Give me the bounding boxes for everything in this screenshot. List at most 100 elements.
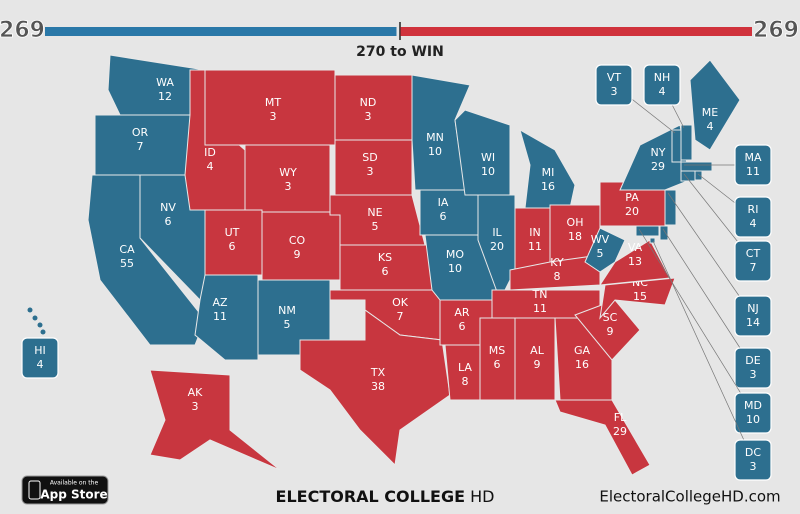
callout-box — [734, 144, 772, 186]
state-abbr: NV — [160, 201, 176, 214]
state-votes: 3 — [365, 110, 372, 123]
badge-icon — [28, 480, 41, 500]
badge-big: App Store — [40, 488, 107, 502]
state-votes: 38 — [371, 380, 385, 393]
state-votes: 9 — [607, 325, 614, 338]
state: WV5 — [584, 227, 626, 273]
callout-box — [734, 196, 772, 238]
state-votes: 16 — [575, 358, 589, 371]
state-shape — [680, 124, 693, 161]
state-votes: 10 — [746, 413, 760, 426]
state: ND3 — [334, 74, 413, 141]
state-votes: 10 — [448, 262, 462, 275]
state: NM5 — [257, 279, 331, 356]
callout-box — [21, 337, 59, 379]
state-abbr: WV — [591, 233, 610, 246]
state: IA6 — [419, 189, 479, 236]
state-votes: 3 — [611, 85, 618, 98]
state-abbr: DE — [745, 354, 760, 367]
state-abbr: WA — [156, 76, 174, 89]
state-abbr: OK — [392, 296, 409, 309]
state-votes: 29 — [651, 160, 665, 173]
state-abbr: PA — [625, 191, 639, 204]
state-shape — [554, 399, 651, 476]
callout-box — [643, 64, 681, 106]
state-abbr: MA — [744, 151, 761, 164]
title-suffix: HD — [470, 487, 494, 506]
state-votes: 11 — [213, 310, 227, 323]
callout-box — [734, 439, 772, 481]
state-shape — [659, 225, 669, 241]
state-abbr: HI — [34, 344, 46, 357]
callout-line — [638, 228, 754, 414]
state-votes: 3 — [750, 460, 757, 473]
state-votes: 20 — [490, 240, 504, 253]
state-votes: 7 — [397, 310, 404, 323]
state-abbr: NY — [651, 146, 666, 159]
state: NH4 — [643, 64, 693, 161]
state-abbr: MS — [489, 344, 505, 357]
state-abbr: DC — [745, 446, 761, 459]
state-shape — [334, 139, 413, 196]
state-abbr: MI — [542, 166, 555, 179]
state-votes: 13 — [628, 255, 642, 268]
state-abbr: RI — [748, 203, 759, 216]
state-votes: 6 — [440, 210, 447, 223]
state: MS6 — [479, 317, 516, 401]
state-abbr: MO — [446, 248, 464, 261]
blue-bar — [45, 27, 397, 36]
state: DC3 — [649, 237, 772, 481]
state-abbr: ID — [204, 146, 216, 159]
state-votes: 11 — [746, 165, 760, 178]
red-bar — [400, 27, 752, 36]
state-votes: 10 — [481, 165, 495, 178]
right-total: 269 — [753, 18, 799, 43]
state: AK3 — [149, 369, 281, 471]
callout-line — [667, 192, 754, 317]
state-votes: 9 — [534, 358, 541, 371]
state: SD3 — [334, 139, 413, 196]
state-votes: 5 — [597, 247, 604, 260]
state-abbr: KY — [550, 256, 564, 269]
state-votes: 7 — [750, 261, 757, 274]
state-abbr: OR — [132, 126, 149, 139]
state-shape — [599, 277, 676, 320]
state: RI4 — [694, 170, 772, 238]
goal: 270 to WIN — [356, 44, 444, 60]
state-votes: 6 — [459, 320, 466, 333]
state-votes: 10 — [428, 145, 442, 158]
badge-bg[interactable] — [21, 475, 109, 505]
state-abbr: CO — [289, 234, 306, 247]
state-votes: 6 — [229, 240, 236, 253]
state-abbr: NM — [278, 304, 296, 317]
state-abbr: GA — [574, 344, 591, 357]
state-abbr: NJ — [747, 302, 758, 315]
state: WY3 — [244, 144, 331, 213]
state: UT6 — [204, 209, 263, 276]
state-shape — [514, 207, 551, 271]
website: ElectoralCollegeHD.com — [599, 488, 780, 506]
state-abbr: MD — [744, 399, 762, 412]
state-votes: 18 — [568, 230, 582, 243]
app-store-badge[interactable]: Available on the App Store — [21, 475, 109, 505]
state-votes: 16 — [541, 180, 555, 193]
state-votes: 55 — [120, 257, 134, 270]
state: HI4 — [21, 307, 59, 379]
callout-box — [734, 347, 772, 389]
island — [27, 307, 33, 313]
state: SC9 — [574, 299, 641, 361]
state-abbr: IA — [438, 196, 449, 209]
state-abbr: KS — [378, 251, 392, 264]
state: AL9 — [514, 317, 556, 401]
